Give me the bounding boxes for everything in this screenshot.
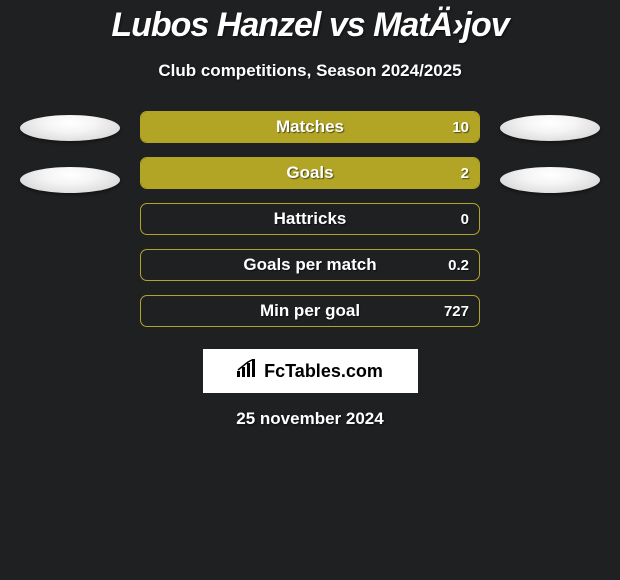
stat-bar-value: 0.2 [448, 250, 469, 280]
stat-bar: Matches10 [140, 111, 480, 143]
stat-bar-value: 727 [444, 296, 469, 326]
date-line: 25 november 2024 [0, 409, 620, 429]
comparison-subtitle: Club competitions, Season 2024/2025 [0, 61, 620, 81]
stat-bar: Goals per match0.2 [140, 249, 480, 281]
chart-icon [237, 359, 259, 384]
stat-bars: Matches10 Goals2 Hattricks0 Goals per match… [140, 111, 480, 327]
stats-area: Matches10 Goals2 Hattricks0 Goals per match… [0, 111, 620, 327]
stat-bar-value: 2 [461, 158, 469, 188]
stat-bar: Goals2 [140, 157, 480, 189]
stat-bar-label: Goals per match [141, 250, 479, 280]
soccer-ball-icon [500, 167, 600, 193]
stat-bar-value: 0 [461, 204, 469, 234]
stat-bar-label: Hattricks [141, 204, 479, 234]
branding-inner: FcTables.com [237, 359, 383, 384]
soccer-ball-icon [500, 115, 600, 141]
soccer-ball-icon [20, 167, 120, 193]
left-balls-column [20, 111, 120, 193]
comparison-title: Lubos Hanzel vs MatÄ›jov [0, 0, 620, 45]
stat-bar-label: Goals [141, 158, 479, 188]
branding-text: FcTables.com [264, 361, 383, 382]
stat-bar-label: Min per goal [141, 296, 479, 326]
right-balls-column [500, 111, 600, 193]
stat-bar: Min per goal727 [140, 295, 480, 327]
stat-bar-value: 10 [452, 112, 469, 142]
branding-box: FcTables.com [203, 349, 418, 393]
soccer-ball-icon [20, 115, 120, 141]
stat-bar: Hattricks0 [140, 203, 480, 235]
stat-bar-label: Matches [141, 112, 479, 142]
